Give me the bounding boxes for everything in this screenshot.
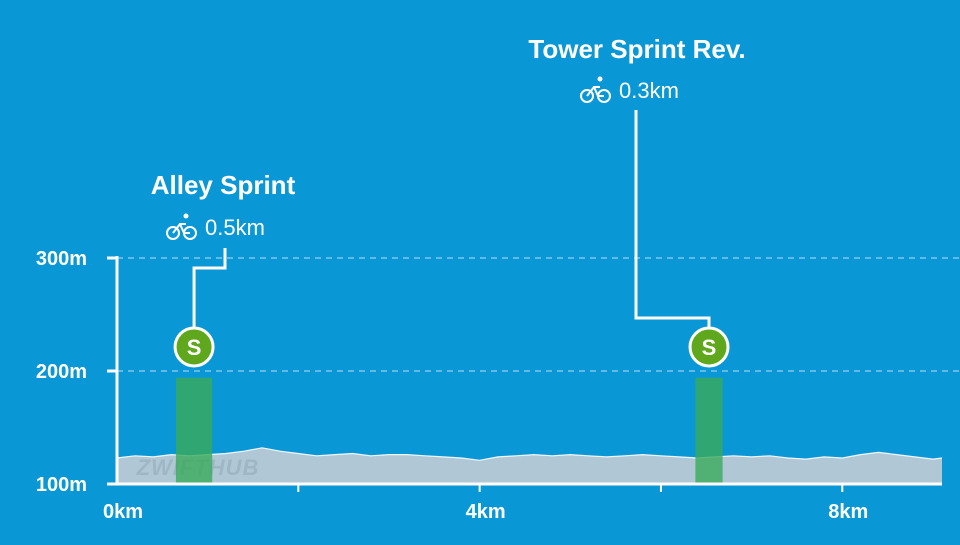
segment-name-2: Tower Sprint Rev. [528,34,745,64]
sprint-badge-2 [688,326,730,368]
sprint-band-1 [175,377,213,484]
elevation-line [116,447,943,461]
y-tick-label-100: 100m [36,474,87,496]
y-tick-label-300: 300m [36,248,87,270]
sprint-band-layer [175,377,723,484]
segment-name-1: Alley Sprint [151,170,296,200]
sprint-badge-1 [173,326,215,368]
sprint-badge-letter-2: S [702,335,717,360]
x-tick-label-4: 4km [466,501,506,523]
segment-layer: S Alley Sprint 0.5km S Tower Sprint Rev. 0.3k… [151,34,746,368]
segment-leader-1 [192,248,227,327]
elevation-area [117,447,942,484]
bicycle-icon [166,213,197,240]
bicycle-icon [580,76,611,103]
sprint-badge-letter-1: S [187,335,202,360]
profile-layer [116,447,943,484]
sprint-band-2 [695,377,723,484]
x-tick-label-0: 0km [103,501,143,523]
segment-distance-2: 0.3km [619,78,679,103]
segment-distance-1: 0.5km [205,215,265,240]
axis-layer: 100m 200m 300m 0km 4km 8km [36,248,942,523]
y-tick-label-200: 200m [36,361,87,383]
segment-leader-2 [634,110,711,327]
x-tick-label-8: 8km [828,501,868,523]
grid-layer [117,257,960,372]
